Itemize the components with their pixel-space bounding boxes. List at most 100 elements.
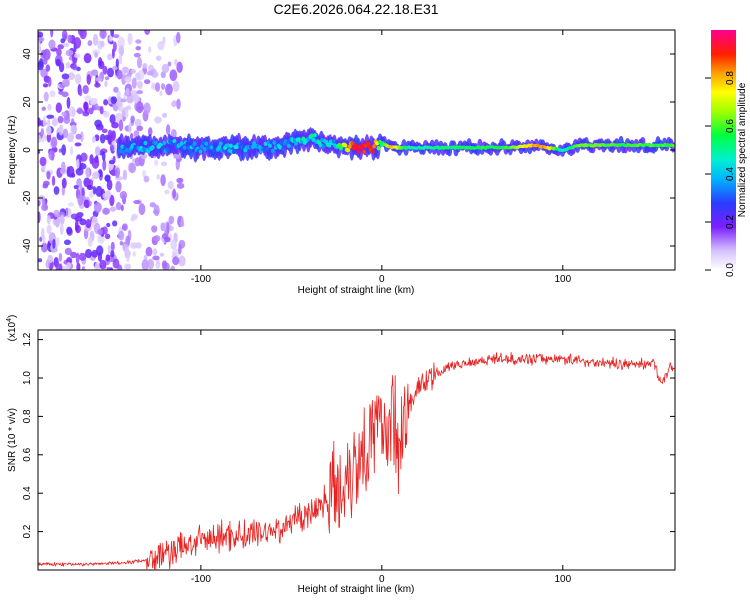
spectrogram-noise-blob [133, 199, 141, 205]
spectrogram-noise-blob [161, 63, 170, 74]
spectrogram-noise-blob [172, 256, 180, 266]
spectrogram-noise-blob [78, 252, 87, 261]
spectrogram-noise-blob [157, 40, 165, 51]
spectrogram-noise-blob [46, 214, 51, 225]
spectrogram-noise-blob [51, 117, 59, 127]
spectrogram-noise-blob [132, 251, 136, 257]
spectrogram-core-cell [294, 141, 299, 146]
spectrogram-noise-blob [167, 180, 174, 190]
spectrogram-noise-blob [94, 146, 101, 157]
spectrogram-noise-blob [170, 129, 177, 139]
spectrogram-noise-blob [39, 236, 43, 242]
snr-series-line [38, 351, 675, 570]
spectrogram-noise-blob [108, 35, 113, 42]
spectrogram-core-cell [270, 148, 275, 154]
spectrogram-noise-blob [40, 128, 45, 136]
spectrogram-noise-blob [102, 207, 110, 215]
spectrogram-noise-blob [85, 167, 91, 179]
colorbar-tick-label: 0.6 [725, 119, 736, 133]
spectrogram-noise-blob [113, 86, 119, 93]
spectrogram-noise-blob [119, 190, 128, 200]
spectrogram-xtick-label: 0 [379, 274, 385, 285]
spectrogram-ytick-label: -20 [22, 190, 33, 205]
spectrogram-noise-blob [90, 69, 99, 76]
spectrogram-noise-blob [60, 215, 64, 225]
spectrogram-noise-blob [95, 123, 104, 131]
spectrogram-noise-blob [176, 182, 185, 189]
spectrogram-noise-blob [153, 204, 160, 217]
spectrogram-noise-blob [162, 112, 168, 118]
spectrogram-core-cell [301, 136, 306, 142]
spectrogram-noise-blob [60, 38, 66, 44]
spectrogram-core-cell [312, 132, 317, 138]
spectrogram-noise-blob [131, 77, 137, 89]
spectrogram-noise-blob [86, 184, 94, 190]
spectrogram-noise-blob [151, 82, 156, 89]
spectrogram-noise-blob [74, 142, 82, 147]
spectrogram-noise-blob [40, 68, 48, 78]
spectrogram-noise-blob [64, 247, 72, 256]
spectrogram-core-cell [198, 149, 203, 154]
spectrogram-noise-blob [87, 236, 93, 247]
snr-xtick-label: 0 [379, 574, 385, 585]
spectrogram-noise-blob [160, 222, 166, 232]
spectrogram-noise-blob [122, 169, 127, 181]
spectrogram-noise-blob [133, 52, 141, 58]
spectrogram-noise-blob [77, 193, 84, 206]
spectrogram-noise-blob [168, 215, 175, 225]
spectrogram-noise-blob [84, 101, 88, 114]
spectrogram-noise-blob [57, 44, 65, 50]
spectrogram-noise-blob [160, 161, 168, 167]
spectrogram-noise-blob [152, 255, 160, 261]
spectrogram-noise-blob [61, 177, 67, 189]
spectrogram-noise-blob [58, 124, 64, 136]
spectrogram-noise-blob [83, 199, 90, 209]
spectrogram-noise-blob [46, 114, 55, 119]
spectrogram-noise-blob [133, 94, 141, 104]
spectrogram-noise-blob [85, 218, 92, 229]
spectrogram-noise-blob [164, 236, 171, 243]
spectrogram-noise-blob [118, 230, 125, 241]
spectrogram-noise-blob [53, 209, 60, 218]
spectrogram-noise-blob [92, 171, 100, 180]
spectrogram-noise-blob [51, 175, 56, 186]
spectrogram-xtick-label: 100 [554, 274, 571, 285]
spectrogram-noise-blob [167, 61, 172, 67]
spectrogram-noise-blob [120, 204, 124, 212]
spectrogram-core-cell [309, 133, 314, 138]
spectrogram-noise-blob [118, 54, 123, 65]
spectrogram-core-cell [231, 149, 236, 154]
spectrogram-noise-blob [104, 134, 109, 141]
spectrogram-noise-blob [174, 59, 178, 66]
spectrogram-noise-blob [109, 144, 115, 152]
spectrogram-xlabel: Height of straight line (km) [298, 285, 415, 296]
spectrogram-noise-blob [117, 36, 125, 49]
spectrogram-noise-blob [102, 65, 108, 75]
spectrogram-noise-blob [159, 252, 165, 257]
spectrogram-noise-blob [143, 254, 148, 260]
spectrogram-core-cell [285, 140, 290, 145]
snr-xtick-label: 100 [554, 574, 571, 585]
spectrogram-noise-blob [135, 39, 142, 44]
spectrogram-content [38, 30, 675, 270]
spectrogram-noise-blob [178, 255, 186, 267]
snr-ylabel: SNR (10 * v/v) [7, 408, 18, 472]
spectrogram-noise-blob [107, 53, 113, 61]
spectrogram-noise-blob [94, 51, 99, 58]
spectrogram-noise-blob [98, 57, 103, 67]
spectrogram-noise-blob [133, 130, 140, 138]
spectrogram-noise-blob [49, 90, 56, 98]
spectrogram-noise-blob [112, 155, 116, 164]
spectrogram-noise-blob [100, 40, 105, 48]
colorbar-tick-label: 0.8 [725, 71, 736, 85]
spectrogram-noise-blob [88, 107, 94, 115]
spectrogram-ylabel: Frequency (Hz) [7, 116, 18, 185]
spectrogram-noise-blob [109, 267, 114, 270]
spectrogram-ticks: -100 0 100 -40 -20 0 20 40 [22, 30, 675, 285]
spectrogram-noise-blob [176, 31, 181, 44]
spectrogram-noise-blob [147, 46, 152, 53]
spectrogram-noise-blob [136, 80, 143, 90]
spectrogram-noise-blob [103, 99, 109, 106]
spectrogram-core-cell [218, 141, 223, 146]
